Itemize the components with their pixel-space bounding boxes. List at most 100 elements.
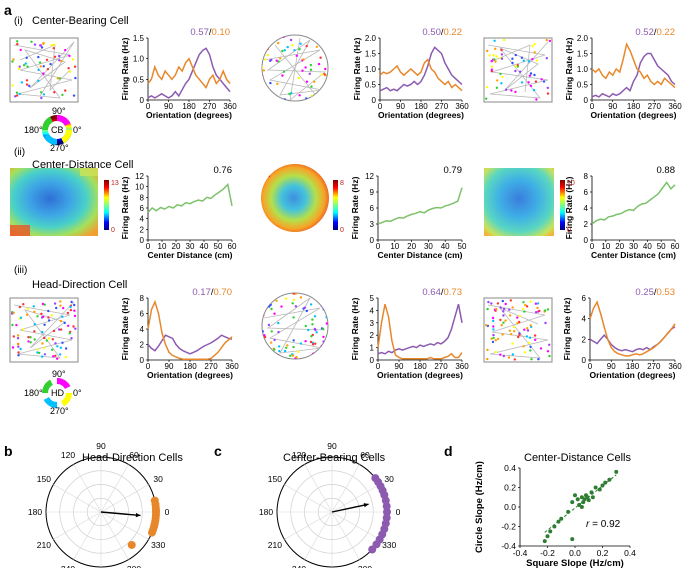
row-roman-i: (i) xyxy=(14,16,23,27)
y-tick-label: 2 xyxy=(582,335,587,344)
trajectory-dot xyxy=(62,306,65,310)
trajectory-dot xyxy=(277,60,280,63)
trajectory-dot xyxy=(43,323,46,326)
trajectory-dot xyxy=(43,353,47,356)
hd-wheel-270-label: 270° xyxy=(50,406,69,416)
trajectory-dot xyxy=(492,54,495,57)
trajectory-dot xyxy=(266,53,269,57)
y-tick-label: 0 xyxy=(372,96,377,105)
y-tick-label: 0 xyxy=(582,356,587,365)
trajectory-dot xyxy=(522,345,525,348)
trajectory-dot xyxy=(46,68,50,71)
y-tick-label: 8 xyxy=(140,193,145,202)
trajectory-dot xyxy=(490,337,493,340)
trajectory-dot xyxy=(41,302,45,306)
trajectory-dot xyxy=(273,338,276,342)
polar-spoke xyxy=(100,511,149,540)
mean-vector-arrowhead xyxy=(135,512,141,518)
trajectory-dot xyxy=(47,309,50,313)
y-tick-label: 1.5 xyxy=(577,50,589,59)
y-axis-label: Firing Rate (Hz) xyxy=(350,297,360,360)
trajectory-dot xyxy=(40,96,43,100)
trajectory-dot xyxy=(29,336,32,339)
x-tick-label: 0 xyxy=(378,102,383,111)
trajectory-dot xyxy=(17,342,20,346)
hd-wheel-0-label: 0° xyxy=(73,388,82,398)
trajectory-dot xyxy=(291,354,295,357)
trajectory-dot xyxy=(45,58,49,61)
trajectory-dot xyxy=(514,65,518,68)
trajectory-dot xyxy=(16,40,19,43)
trajectory-dot xyxy=(262,66,264,69)
trajectory-dot xyxy=(15,91,19,94)
trajectory-dot xyxy=(17,345,20,348)
trajectory-dot xyxy=(273,312,276,315)
score-label: 0.25/0.53 xyxy=(635,287,675,298)
colorbar-tick-label: 0 xyxy=(111,227,115,234)
trajectory-dot xyxy=(518,314,522,318)
trajectory-dot xyxy=(516,316,519,319)
trajectory-dot xyxy=(20,81,24,84)
trajectory-dot xyxy=(548,354,551,358)
series-line-green xyxy=(147,182,233,213)
polar-spoke xyxy=(73,464,102,513)
series-line-orange xyxy=(147,57,231,90)
x-tick-label: 0 xyxy=(590,102,595,111)
trajectory-dot xyxy=(71,58,75,61)
trajectory-dot xyxy=(270,330,273,333)
scatter-plot-d: -0.4 -0.2 0.0 0.2 0.4-0.4-0.20.00.20.4Square… xyxy=(474,461,636,568)
trajectory-dot xyxy=(275,299,278,302)
trajectory-dot xyxy=(535,59,539,62)
trajectory-dot xyxy=(55,306,58,310)
trajectory-dot xyxy=(49,62,52,66)
trajectory-dot xyxy=(502,354,505,358)
trajectory-dot xyxy=(42,42,45,45)
y-tick-label: 0 xyxy=(140,236,145,245)
trajectory-dot xyxy=(291,302,294,305)
trajectory-dot xyxy=(522,307,525,311)
trajectory-dot xyxy=(499,306,502,309)
trajectory-dot xyxy=(47,337,51,340)
x-tick-label: 0 xyxy=(146,242,151,251)
y-tick-label: 2.0 xyxy=(577,34,589,43)
colorbar-cd-1 xyxy=(104,180,109,230)
trajectory-dot xyxy=(322,347,325,351)
trajectory-dot xyxy=(307,328,310,332)
trajectory-dot xyxy=(487,300,490,304)
x-tick-label: 50 xyxy=(657,242,666,251)
polar-spoke xyxy=(331,511,360,560)
trajectory-dot xyxy=(308,72,311,76)
hd-wheel-180-label: 180° xyxy=(24,388,43,398)
trajectory-dot xyxy=(264,58,267,61)
trajectory-dot xyxy=(33,323,36,326)
trajectory-dot xyxy=(299,296,303,299)
trajectory-dot xyxy=(25,56,28,59)
trajectory-dot xyxy=(315,355,318,359)
x-tick-label: 180 xyxy=(414,102,428,111)
trajectory-dot xyxy=(52,355,55,358)
trajectory-dot xyxy=(534,338,537,342)
x-tick-label: 50 xyxy=(214,242,223,251)
x-axis-label: Orientation (degrees) xyxy=(378,110,464,120)
trajectory-dot xyxy=(277,330,280,334)
cb-color-wheel xyxy=(42,115,72,145)
trajectory-dot xyxy=(508,314,512,317)
trajectory-dot xyxy=(33,43,37,46)
trajectory-dot xyxy=(32,305,35,308)
trajectory-dot xyxy=(277,321,280,325)
trajectory-dot xyxy=(529,324,532,327)
scatter-point xyxy=(570,500,575,505)
trajectory-dot xyxy=(510,89,513,92)
trajectory-dot xyxy=(11,346,15,349)
x-tick-label: 30 xyxy=(629,242,638,251)
trajectory-dot xyxy=(298,94,301,97)
trajectory-dot xyxy=(488,54,491,57)
trajectory-dot xyxy=(286,45,289,49)
trajectory-dot xyxy=(264,349,267,353)
trajectory-dot xyxy=(292,293,295,295)
trajectory-dot xyxy=(534,311,538,314)
trajectory-dot xyxy=(70,300,73,304)
score-label: 0.79 xyxy=(444,165,463,176)
trajectory-dot xyxy=(59,300,62,303)
